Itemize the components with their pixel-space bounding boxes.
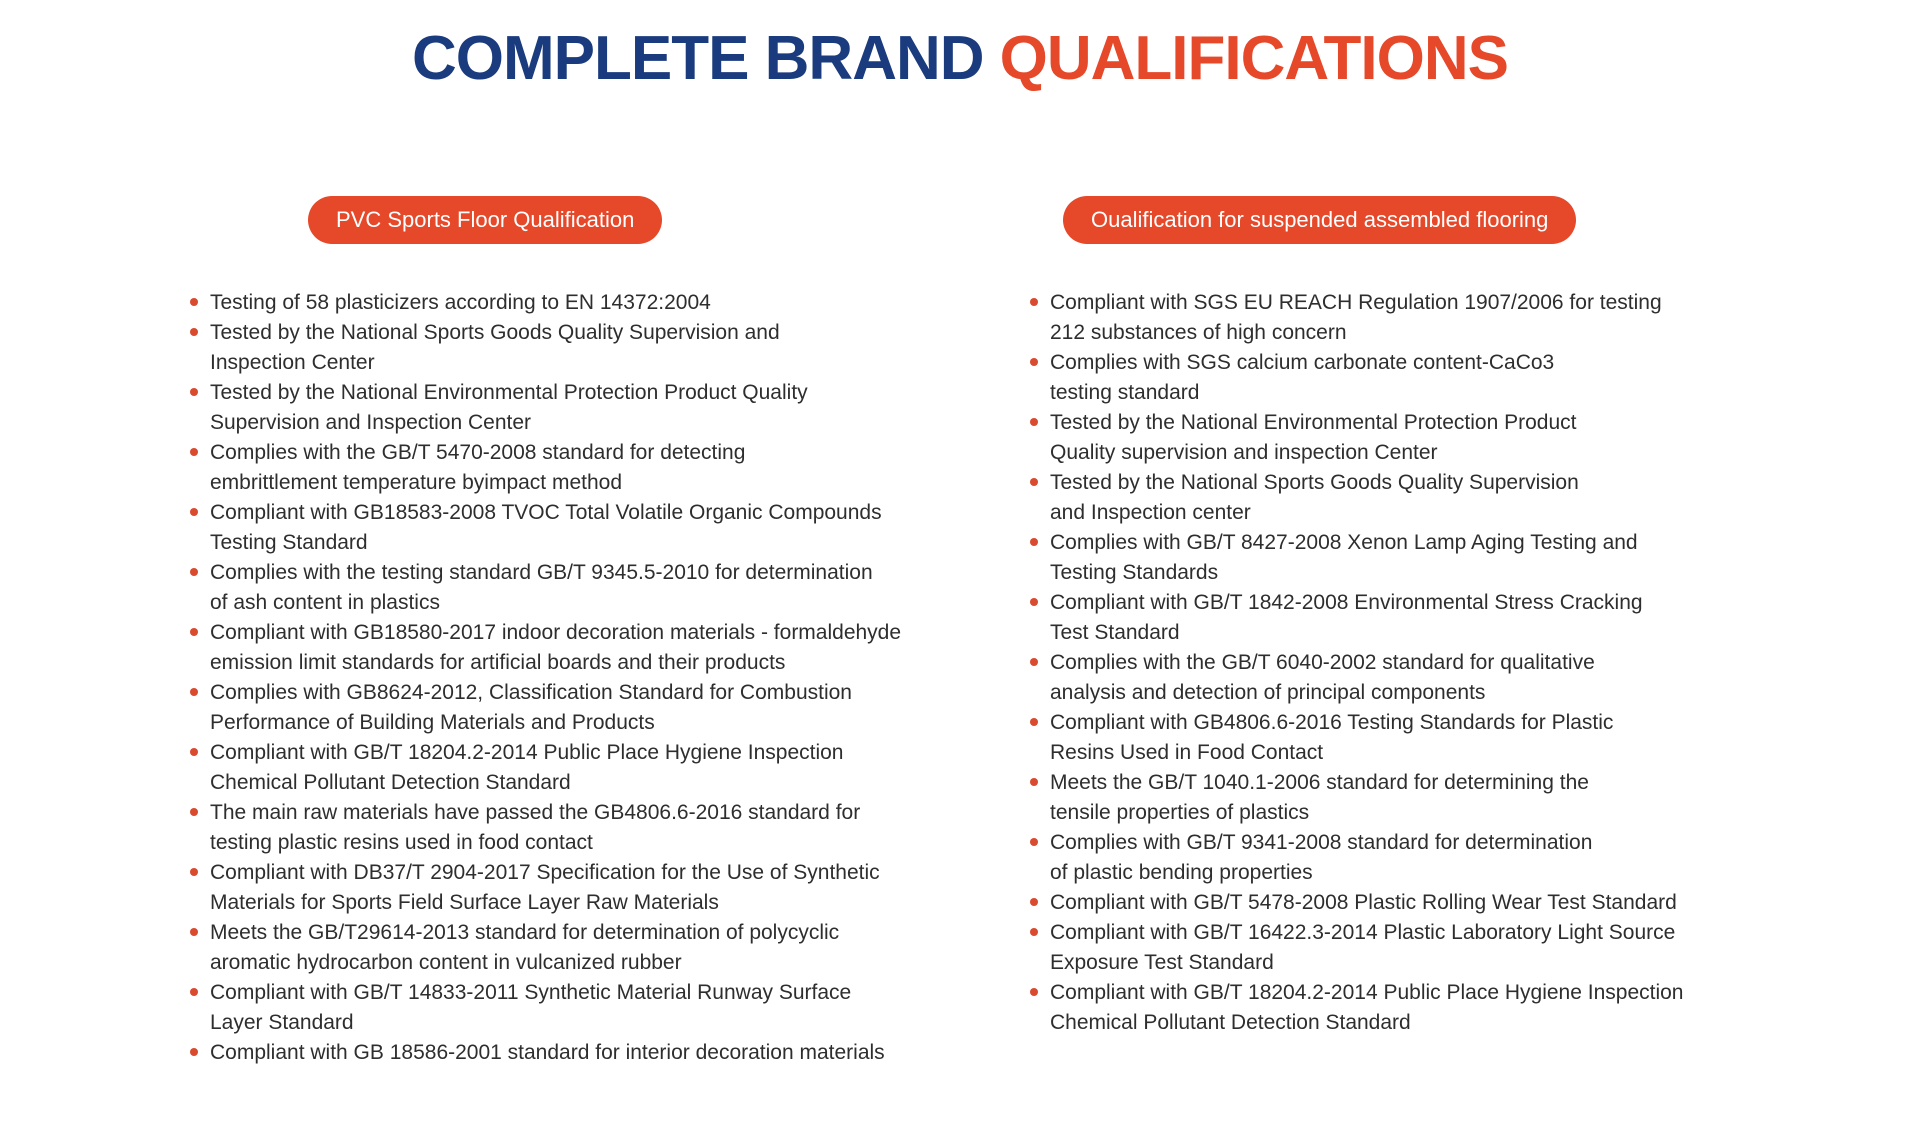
list-item-text: The main raw materials have passed the G… bbox=[210, 801, 861, 854]
column-pvc-sports-floor: PVC Sports Floor Qualification Testing o… bbox=[190, 196, 990, 1068]
list-item: Complies with SGS calcium carbonate cont… bbox=[1030, 348, 1770, 408]
bullet-icon bbox=[190, 448, 198, 456]
bullet-icon bbox=[190, 388, 198, 396]
list-item-text: Complies with the GB/T 5470-2008 standar… bbox=[210, 441, 746, 494]
list-item-text: Compliant with DB37/T 2904-2017 Specific… bbox=[210, 861, 880, 914]
list-item: Testing of 58 plasticizers according to … bbox=[190, 288, 990, 318]
list-item: Compliant with GB/T 14833-2011 Synthetic… bbox=[190, 978, 990, 1038]
bullet-icon bbox=[1030, 928, 1038, 936]
list-item: Tested by the National Environmental Pro… bbox=[1030, 408, 1770, 468]
list-item: Complies with the testing standard GB/T … bbox=[190, 558, 990, 618]
pvc-sports-floor-list: Testing of 58 plasticizers according to … bbox=[190, 288, 990, 1068]
list-item-text: Tested by the National Environmental Pro… bbox=[1050, 411, 1577, 464]
list-item-text: Compliant with GB/T 18204.2-2014 Public … bbox=[210, 741, 844, 794]
list-item-text: Compliant with GB4806.6-2016 Testing Sta… bbox=[1050, 711, 1614, 764]
list-item-text: Compliant with GB18583-2008 TVOC Total V… bbox=[210, 501, 882, 554]
pvc-sports-floor-badge: PVC Sports Floor Qualification bbox=[308, 196, 663, 244]
list-item-text: Complies with GB/T 8427-2008 Xenon Lamp … bbox=[1050, 531, 1638, 584]
bullet-icon bbox=[1030, 418, 1038, 426]
list-item: Complies with GB/T 9341-2008 standard fo… bbox=[1030, 828, 1770, 888]
bullet-icon bbox=[1030, 598, 1038, 606]
list-item: Complies with the GB/T 5470-2008 standar… bbox=[190, 438, 990, 498]
list-item-text: Meets the GB/T29614-2013 standard for de… bbox=[210, 921, 840, 974]
bullet-icon bbox=[190, 808, 198, 816]
list-item-text: Compliant with SGS EU REACH Regulation 1… bbox=[1050, 291, 1662, 344]
list-item: Compliant with GB/T 16422.3-2014 Plastic… bbox=[1030, 918, 1770, 978]
list-item-text: Meets the GB/T 1040.1-2006 standard for … bbox=[1050, 771, 1589, 824]
list-item: Meets the GB/T 1040.1-2006 standard for … bbox=[1030, 768, 1770, 828]
bullet-icon bbox=[190, 328, 198, 336]
list-item-text: Tested by the National Environmental Pro… bbox=[210, 381, 808, 434]
bullet-icon bbox=[1030, 658, 1038, 666]
list-item-text: Complies with the GB/T 6040-2002 standar… bbox=[1050, 651, 1595, 704]
list-item-text: Complies with the testing standard GB/T … bbox=[210, 561, 873, 614]
list-item-text: Compliant with GB18580-2017 indoor decor… bbox=[210, 621, 902, 674]
list-item: Complies with the GB/T 6040-2002 standar… bbox=[1030, 648, 1770, 708]
bullet-icon bbox=[1030, 478, 1038, 486]
bullet-icon bbox=[190, 868, 198, 876]
bullet-icon bbox=[190, 928, 198, 936]
suspended-flooring-list: Compliant with SGS EU REACH Regulation 1… bbox=[1030, 288, 1770, 1038]
bullet-icon bbox=[190, 298, 198, 306]
list-item-text: Compliant with GB/T 18204.2-2014 Public … bbox=[1050, 981, 1684, 1034]
list-item-text: Compliant with GB/T 1842-2008 Environmen… bbox=[1050, 591, 1643, 644]
list-item-text: Tested by the National Sports Goods Qual… bbox=[210, 321, 780, 374]
list-item-text: Tested by the National Sports Goods Qual… bbox=[1050, 471, 1579, 524]
list-item: Compliant with GB18580-2017 indoor decor… bbox=[190, 618, 990, 678]
title-part-qualifications: QUALIFICATIONS bbox=[999, 24, 1509, 93]
title-part-complete-brand: COMPLETE BRAND bbox=[411, 24, 985, 93]
list-item-text: Compliant with GB/T 14833-2011 Synthetic… bbox=[210, 981, 852, 1034]
bullet-icon bbox=[1030, 718, 1038, 726]
bullet-icon bbox=[190, 568, 198, 576]
list-item: Tested by the National Environmental Pro… bbox=[190, 378, 990, 438]
list-item: Tested by the National Sports Goods Qual… bbox=[1030, 468, 1770, 528]
list-item-text: Compliant with GB 18586-2001 standard fo… bbox=[210, 1041, 885, 1064]
bullet-icon bbox=[190, 688, 198, 696]
bullet-icon bbox=[1030, 778, 1038, 786]
suspended-flooring-badge: Oualification for suspended assembled fl… bbox=[1063, 196, 1577, 244]
list-item: Complies with GB8624-2012, Classificatio… bbox=[190, 678, 990, 738]
list-item: The main raw materials have passed the G… bbox=[190, 798, 990, 858]
list-item: Compliant with GB/T 18204.2-2014 Public … bbox=[190, 738, 990, 798]
list-item-text: Compliant with GB/T 16422.3-2014 Plastic… bbox=[1050, 921, 1676, 974]
bullet-icon bbox=[190, 508, 198, 516]
page-title: COMPLETE BRAND QUALIFICATIONS bbox=[0, 22, 1920, 96]
list-item: Compliant with GB18583-2008 TVOC Total V… bbox=[190, 498, 990, 558]
list-item: Compliant with GB/T 1842-2008 Environmen… bbox=[1030, 588, 1770, 648]
list-item-text: Compliant with GB/T 5478-2008 Plastic Ro… bbox=[1050, 891, 1677, 914]
bullet-icon bbox=[1030, 298, 1038, 306]
bullet-icon bbox=[1030, 538, 1038, 546]
column-suspended-flooring: Oualification for suspended assembled fl… bbox=[1030, 196, 1770, 1068]
bullet-icon bbox=[1030, 988, 1038, 996]
list-item: Compliant with GB4806.6-2016 Testing Sta… bbox=[1030, 708, 1770, 768]
list-item: Compliant with GB 18586-2001 standard fo… bbox=[190, 1038, 990, 1068]
list-item: Compliant with GB/T 5478-2008 Plastic Ro… bbox=[1030, 888, 1770, 918]
bullet-icon bbox=[1030, 358, 1038, 366]
list-item-text: Testing of 58 plasticizers according to … bbox=[210, 291, 711, 314]
list-item-text: Complies with SGS calcium carbonate cont… bbox=[1050, 351, 1555, 404]
columns-container: PVC Sports Floor Qualification Testing o… bbox=[0, 196, 1920, 1068]
list-item: Complies with GB/T 8427-2008 Xenon Lamp … bbox=[1030, 528, 1770, 588]
list-item: Tested by the National Sports Goods Qual… bbox=[190, 318, 990, 378]
bullet-icon bbox=[190, 748, 198, 756]
list-item: Compliant with SGS EU REACH Regulation 1… bbox=[1030, 288, 1770, 348]
list-item-text: Complies with GB/T 9341-2008 standard fo… bbox=[1050, 831, 1593, 884]
bullet-icon bbox=[190, 988, 198, 996]
list-item-text: Complies with GB8624-2012, Classificatio… bbox=[210, 681, 852, 734]
bullet-icon bbox=[190, 628, 198, 636]
bullet-icon bbox=[1030, 898, 1038, 906]
list-item: Compliant with DB37/T 2904-2017 Specific… bbox=[190, 858, 990, 918]
list-item: Compliant with GB/T 18204.2-2014 Public … bbox=[1030, 978, 1770, 1038]
qualifications-page: COMPLETE BRAND QUALIFICATIONS PVC Sports … bbox=[0, 22, 1920, 1146]
list-item: Meets the GB/T29614-2013 standard for de… bbox=[190, 918, 990, 978]
bullet-icon bbox=[190, 1048, 198, 1056]
bullet-icon bbox=[1030, 838, 1038, 846]
